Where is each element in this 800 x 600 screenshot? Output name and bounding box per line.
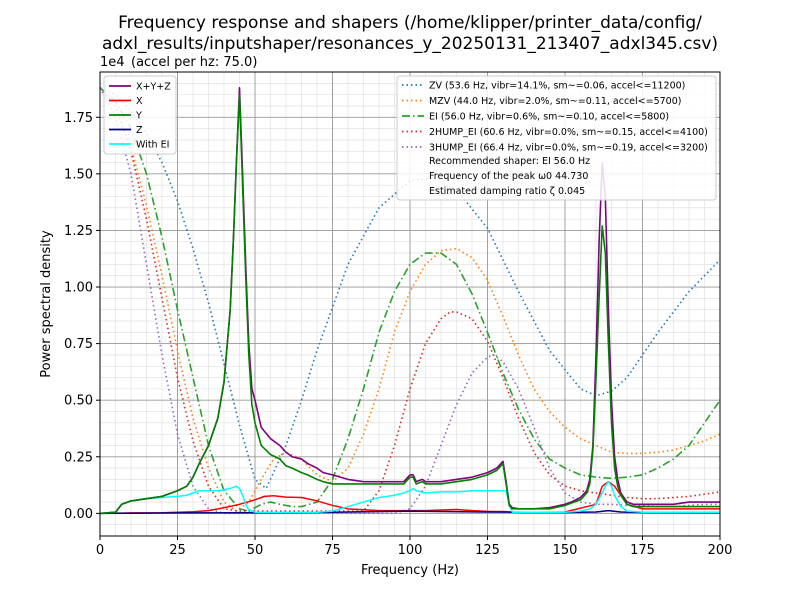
series-line-with <box>99 480 720 515</box>
legend-entry-label: X <box>136 96 143 107</box>
legend-entry-label: 3HUMP_EI (66.4 Hz, vibr=0.0%, sm~=0.19, … <box>429 143 708 154</box>
legend-left: X+Y+Z XYZ With EI <box>103 75 177 155</box>
x-tick-label: 150 <box>553 543 578 558</box>
x-tick-label: 175 <box>630 543 655 558</box>
legend-entry-label: MZV (44.0 Hz, vibr=2.0%, sm~=0.11, accel… <box>429 96 681 107</box>
legend-entry-label: With EI <box>136 140 169 151</box>
y-axis-label: Power spectral density <box>39 230 54 378</box>
x-tick-label: 100 <box>398 543 423 558</box>
legend-entry-label: Z <box>136 125 143 136</box>
y-tick-label: 0.25 <box>64 450 93 465</box>
y-tick-label: 0.75 <box>64 337 93 352</box>
x-tick-label: 25 <box>169 543 186 558</box>
legend-right-box <box>396 75 717 201</box>
axis-ticks: 0 25 50 75 100 125 150 175 200 0.00 0.25 0.50 0.75 1.… <box>64 111 732 558</box>
legend-entry-label: ZV (53.6 Hz, vibr=14.1%, sm~=0.06, accel… <box>429 81 685 92</box>
legend-entry-label: 2HUMP_EI (60.6 Hz, vibr=0.0%, sm~=0.15, … <box>429 127 708 138</box>
y-tick-label: 1.00 <box>64 281 93 296</box>
y-tick-label: 0.50 <box>64 394 93 409</box>
legend-damping-ratio: Estimated damping ratio ζ 0.045 <box>429 186 585 197</box>
x-axis-label: Frequency (Hz) <box>361 563 459 578</box>
x-tick-label: 200 <box>708 543 733 558</box>
y-offset-label: 1e4 <box>100 55 125 70</box>
chart-title-line-2: adxl_results/inputshaper/resonances_y_20… <box>102 34 718 54</box>
y-tick-label: 1.75 <box>64 111 93 126</box>
series-line-y <box>99 93 720 515</box>
legend-entry-label: X+Y+Z <box>136 82 171 93</box>
series-line-zv <box>99 87 721 490</box>
legend-entry-label: Y <box>135 111 142 122</box>
legend-right: ZV (53.6 Hz, vibr=14.1%, sm~=0.06, accel… <box>396 75 717 201</box>
x-tick-label: 125 <box>475 543 500 558</box>
x-tick-label: 50 <box>247 543 264 558</box>
series-lines <box>99 87 721 515</box>
y-tick-label: 0.00 <box>64 507 93 522</box>
legend-left-box <box>103 75 177 155</box>
legend-recommended-shaper: Recommended shaper: EI 56.0 Hz <box>429 156 590 167</box>
x-tick-label: 75 <box>324 543 341 558</box>
y-tick-label: 1.25 <box>64 224 93 239</box>
chart-title-line-1: Frequency response and shapers (/home/kl… <box>118 13 702 33</box>
y-tick-label: 1.50 <box>64 167 93 182</box>
accel-annotation: (accel per hz: 75.0) <box>131 55 257 70</box>
legend-entry-label: EI (56.0 Hz, vibr=0.6%, sm~=0.10, accel<… <box>429 112 669 123</box>
x-tick-label: 0 <box>96 543 104 558</box>
legend-peak-frequency: Frequency of the peak ω0 44.730 <box>429 171 588 182</box>
